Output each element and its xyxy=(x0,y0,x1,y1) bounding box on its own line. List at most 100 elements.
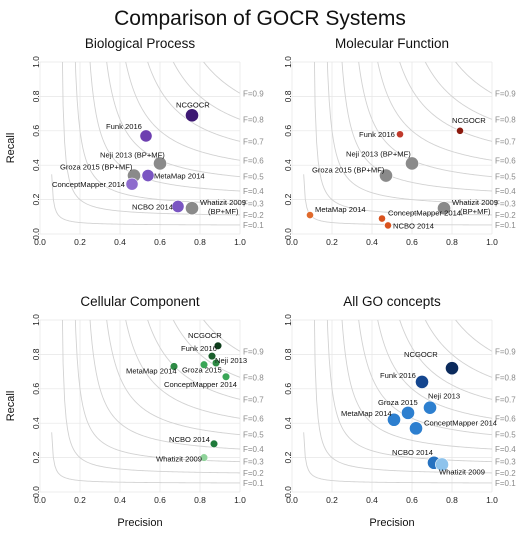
f-score-curve xyxy=(172,320,240,378)
f-score-label: F=0.3 xyxy=(495,200,516,209)
point-label: Groza 2015 (BP+MF) xyxy=(60,163,133,172)
f-score-label: F=0.4 xyxy=(495,187,516,196)
point-label-line: Whatizit 2009 xyxy=(452,198,498,207)
y-tick-label: 0.6 xyxy=(283,383,293,395)
y-tick-label: 0.2 xyxy=(31,193,41,205)
f-score-label: F=0.6 xyxy=(243,156,264,165)
f-score-label: F=0.7 xyxy=(243,137,264,146)
point-whatizit-2009 xyxy=(435,457,449,472)
f-score-label: F=0.5 xyxy=(495,173,516,182)
panel-title: Molecular Function xyxy=(335,36,449,51)
point-label: ConceptMapper 2014 xyxy=(424,418,497,427)
f-score-label: F=0.1 xyxy=(495,479,516,488)
point-label: MetaMap 2014 xyxy=(154,172,205,181)
x-tick-label: 0.2 xyxy=(74,495,86,505)
y-tick-label: 0.8 xyxy=(31,348,41,360)
f-score-curve xyxy=(455,62,492,94)
point-metamap-2014 xyxy=(306,211,314,219)
panel-title: Cellular Component xyxy=(80,294,200,309)
y-tick-label: 0.2 xyxy=(283,193,293,205)
f-score-curve xyxy=(51,174,240,226)
f-score-label: F=0.9 xyxy=(495,89,516,98)
f-score-curve xyxy=(358,320,492,436)
f-score-label: F=0.7 xyxy=(243,395,264,404)
panel-all-go-concepts: All GO concepts F=0.1F=0.2 F=0.3 F=0.4 F=0.5… xyxy=(283,294,516,529)
point-ncbo-2014 xyxy=(384,221,392,230)
f-score-label: F=0.4 xyxy=(243,445,264,454)
f-score-label: F=0.3 xyxy=(243,458,264,467)
f-score-label: F=0.9 xyxy=(243,89,264,98)
f-score-curve xyxy=(424,320,492,378)
panel-biological-process: Biological Process F=0.1F=0.2 F=0.3 F=0.4 F=… xyxy=(5,36,264,247)
point-label: NCGOCR xyxy=(176,100,210,109)
point-label: Neji 2013 (BP+MF) xyxy=(100,150,165,159)
f-score-label: F=0.6 xyxy=(495,414,516,423)
point-metamap-2014 xyxy=(169,362,179,371)
point-label: Neji 2013 xyxy=(215,356,247,365)
point-label: Whatizit 2009 (BP+MF) xyxy=(452,198,498,216)
point-groza-2015 xyxy=(401,405,415,420)
f-score-label: F=0.2 xyxy=(243,469,264,478)
f-score-curve xyxy=(455,320,492,352)
f-score-curve xyxy=(74,62,240,205)
x-tick-label: 0.0 xyxy=(286,495,298,505)
y-tick-label: 1.0 xyxy=(31,56,41,68)
f-score-label: F=0.3 xyxy=(495,458,516,467)
point-label-line: (BP+MF) xyxy=(208,207,239,216)
point-label: Whatizit 2009 (BP+MF) xyxy=(200,198,246,216)
y-tick-label: 0.4 xyxy=(31,417,41,429)
x-tick-label: 0.6 xyxy=(406,495,418,505)
x-tick-label: 0.4 xyxy=(114,237,126,247)
f-score-label: F=0.1 xyxy=(243,479,264,488)
y-tick-label: 0.4 xyxy=(31,159,41,171)
f-score-curve xyxy=(358,62,492,178)
point-label: Whatizit 2009 xyxy=(156,455,202,464)
f-score-label: F=0.7 xyxy=(495,137,516,146)
f-score-curve xyxy=(106,62,240,178)
y-tick-label: 0.4 xyxy=(283,159,293,171)
x-tick-label: 0.8 xyxy=(194,237,206,247)
y-tick-label: 1.0 xyxy=(283,314,293,326)
f-score-label: F=0.5 xyxy=(495,431,516,440)
x-tick-label: 1.0 xyxy=(234,237,246,247)
point-ncbo-2014 xyxy=(171,200,185,213)
point-label: ConceptMapper 2014 xyxy=(164,380,237,389)
point-neji-2013 xyxy=(423,400,437,415)
panel-title: Biological Process xyxy=(85,36,196,51)
f-score-curve xyxy=(203,62,240,94)
x-tick-label: 0.2 xyxy=(326,495,338,505)
point-label: Funk 2016 xyxy=(106,122,142,131)
point-label: NCBO 2014 xyxy=(132,202,173,211)
point-label: Whatizit 2009 xyxy=(439,467,485,476)
y-tick-label: 0.0 xyxy=(283,228,293,240)
f-score-label: F=0.6 xyxy=(495,156,516,165)
y-tick-label: 0.4 xyxy=(283,417,293,429)
point-metamap-2014 xyxy=(387,412,401,427)
f-score-curve xyxy=(424,62,492,120)
x-tick-label: 0.6 xyxy=(406,237,418,247)
point-label-line: (BP+MF) xyxy=(460,207,491,216)
point-label: MetaMap 2014 xyxy=(126,366,177,375)
x-tick-label: 1.0 xyxy=(486,237,498,247)
y-tick-label: 0.2 xyxy=(283,451,293,463)
f-score-label: F=0.8 xyxy=(243,115,264,124)
f-score-label: F=0.9 xyxy=(243,347,264,356)
x-tick-label: 0.6 xyxy=(154,237,166,247)
point-whatizit-2009-bp-mf xyxy=(437,201,451,216)
point-ncbo-2014 xyxy=(209,439,219,448)
x-tick-label: 0.0 xyxy=(34,237,46,247)
f-score-curve xyxy=(74,320,240,463)
point-label: NCBO 2014 xyxy=(392,448,433,457)
x-axis-label: Precision xyxy=(369,517,414,529)
f-score-label: F=0.8 xyxy=(495,115,516,124)
f-score-label: F=0.3 xyxy=(243,200,264,209)
point-neji-2013-bp-mf xyxy=(405,156,419,171)
f-score-curve xyxy=(106,320,240,436)
x-tick-label: 0.4 xyxy=(366,237,378,247)
f-score-label: F=0.2 xyxy=(243,211,264,220)
f-score-label: F=0.2 xyxy=(495,469,516,478)
y-axis-label: Recall xyxy=(5,391,17,422)
point-label: Funk 2016 xyxy=(181,344,217,353)
y-tick-label: 0.0 xyxy=(31,486,41,498)
